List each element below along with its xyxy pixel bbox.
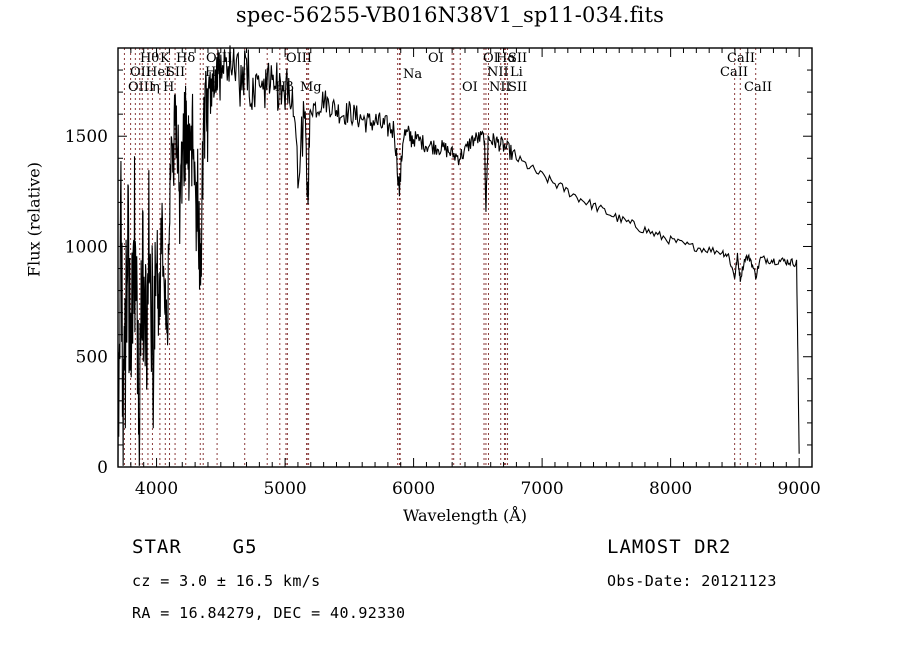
spectral-line-label: OI — [483, 51, 499, 66]
spectral-line-label: Hθ — [140, 51, 159, 66]
x-axis-label: Wavelength (Å) — [403, 505, 527, 525]
spectral-line-label: OIII — [286, 51, 312, 66]
footer-cz: cz = 3.0 ± 16.5 km/s — [132, 572, 321, 590]
spectral-line-label: SII — [166, 65, 185, 80]
spectral-line-label: CaII — [744, 80, 772, 95]
spectral-line-label: Na — [403, 67, 422, 82]
spectral-line-label: CaII — [720, 65, 748, 80]
spectral-line-label: Li — [510, 65, 523, 80]
y-tick-label: 0 — [97, 458, 108, 478]
spectral-line-label: NII — [489, 80, 511, 95]
footer-spectral-class: G5 — [232, 536, 258, 558]
x-tick-label: 8000 — [649, 479, 692, 499]
x-tick-label: 6000 — [392, 479, 435, 499]
y-tick-label: 1500 — [65, 127, 108, 147]
footer-object-line: STAR G5 — [132, 536, 258, 558]
spectral-line-label: OI — [462, 80, 478, 95]
footer-object-type: STAR — [132, 536, 182, 558]
y-tick-label: 1000 — [65, 237, 108, 257]
spectral-line-label: Hγ — [205, 65, 224, 80]
spectral-line-label: OII — [130, 65, 151, 80]
x-tick-label: 4000 — [135, 479, 178, 499]
spectral-line-label: H — [163, 80, 174, 95]
spectral-line-label: SII — [508, 80, 527, 95]
spectral-line-label: Mg — [300, 80, 322, 95]
x-tick-label: 7000 — [520, 479, 563, 499]
plot-frame — [117, 47, 813, 468]
page-title: spec-56255-VB016N38V1_sp11-034.fits — [235, 3, 665, 27]
x-tick-label: 9000 — [778, 479, 821, 499]
spectral-line-label: Hα — [496, 51, 516, 66]
y-tick-label: 500 — [76, 348, 108, 368]
spectral-line-label: η — [152, 80, 160, 95]
spectral-line-label: Hβ — [275, 80, 294, 95]
spectral-line-label: G — [208, 80, 218, 95]
footer-coords: RA = 16.84279, DEC = 40.92330 — [132, 604, 406, 622]
spectral-line-label: OI — [428, 51, 444, 66]
spectrum-trace — [117, 45, 800, 466]
footer-survey: LAMOST DR2 — [607, 536, 732, 558]
spectral-line-label: K — [160, 51, 170, 66]
spectral-line-label: OIII — [206, 51, 232, 66]
footer-obs-date: Obs-Date: 20121123 — [607, 572, 777, 590]
spectral-line-label: CaII — [727, 51, 755, 66]
spectral-line-label: OIII — [128, 80, 154, 95]
spectral-line-label: HeI — [146, 65, 170, 80]
spectral-line-label: NII — [487, 65, 509, 80]
x-tick-label: 5000 — [263, 479, 306, 499]
spectral-line-label: SII — [508, 51, 527, 66]
spectral-line-label: Hδ — [176, 51, 195, 66]
